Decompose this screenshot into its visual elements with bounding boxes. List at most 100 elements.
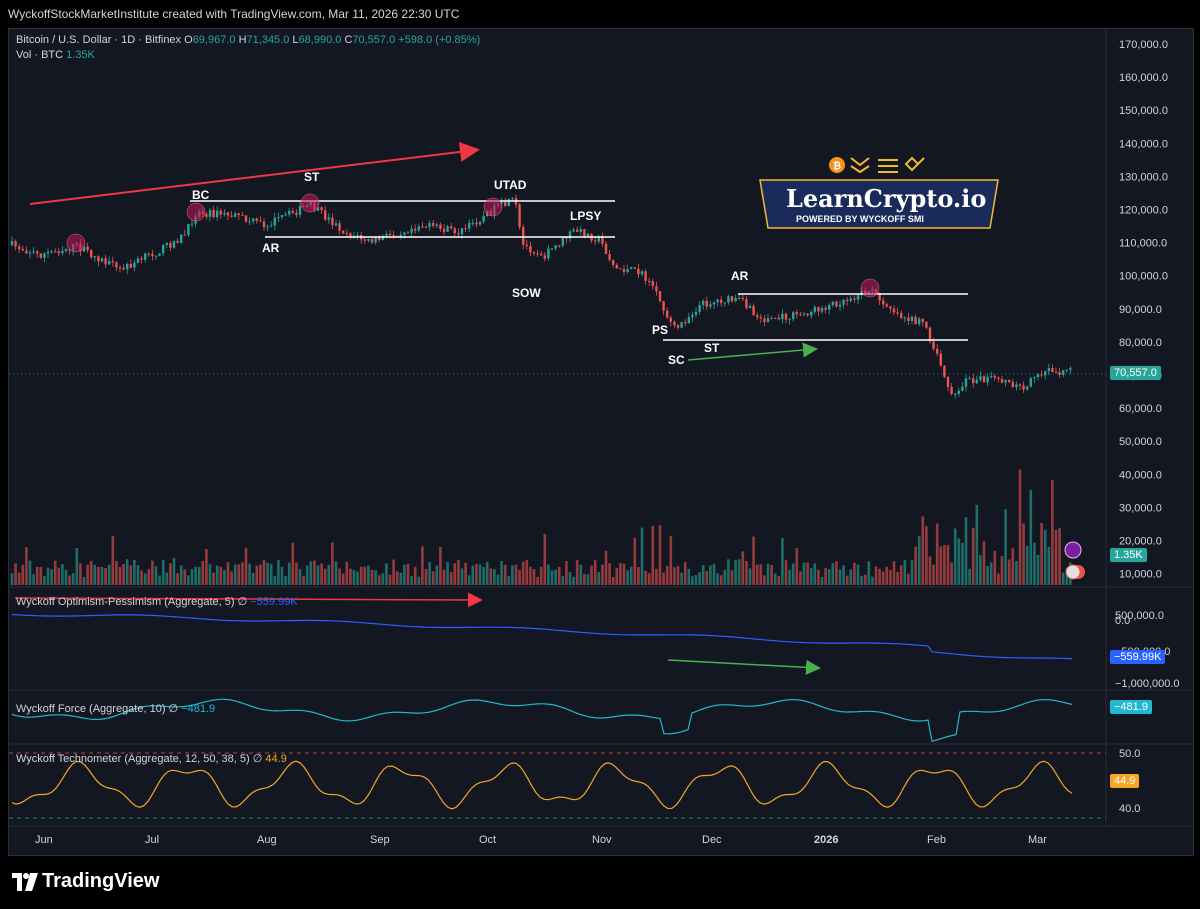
candle-body bbox=[1040, 374, 1043, 376]
volume-bar bbox=[118, 566, 122, 585]
candle-body bbox=[457, 233, 460, 235]
change-value: +598.0 (+0.85%) bbox=[398, 34, 481, 46]
label-bc: BC bbox=[192, 188, 210, 202]
volume-bar bbox=[691, 576, 694, 585]
candle-body bbox=[471, 222, 474, 224]
candle-body bbox=[28, 252, 32, 254]
candle-body bbox=[594, 240, 597, 242]
volume-bar bbox=[172, 557, 176, 585]
price-axis-label: 10,000.0 bbox=[1119, 569, 1162, 581]
volume-bar bbox=[356, 571, 359, 585]
candle-body bbox=[903, 317, 906, 319]
volume-bar bbox=[28, 560, 32, 585]
force-value: −481.9 bbox=[181, 703, 216, 715]
candle-body bbox=[997, 377, 1000, 379]
techno-axis-label: 50.0 bbox=[1119, 748, 1140, 760]
candle-body bbox=[349, 233, 352, 237]
volume-bar bbox=[907, 573, 910, 585]
volume-bar bbox=[817, 569, 820, 585]
candle-body bbox=[658, 291, 662, 302]
candle-body bbox=[244, 215, 248, 222]
volume-bar bbox=[471, 565, 475, 585]
candle-body bbox=[817, 307, 820, 312]
volume-bar bbox=[482, 567, 485, 585]
volume-bar bbox=[1036, 554, 1040, 585]
volume-bar bbox=[658, 525, 662, 585]
candle-body bbox=[115, 262, 118, 268]
op-legend[interactable]: Wyckoff Optimism-Pessimism (Aggregate, 5… bbox=[16, 595, 298, 608]
symbol-legend[interactable]: Bitcoin / U.S. Dollar · 1D · Bitfinex O6… bbox=[16, 34, 480, 46]
volume-bar bbox=[748, 568, 752, 585]
candle-body bbox=[648, 280, 651, 282]
volume-bar bbox=[338, 568, 341, 585]
volume-bar bbox=[43, 576, 46, 585]
candle-body bbox=[374, 237, 377, 243]
volume-bar bbox=[741, 551, 745, 585]
volume-bar bbox=[637, 567, 640, 585]
candle-body bbox=[90, 250, 93, 258]
volume-bar bbox=[442, 569, 446, 585]
volume-bar bbox=[35, 566, 39, 585]
candle-body bbox=[1051, 367, 1054, 372]
volume-bar bbox=[1007, 559, 1011, 585]
candle-body bbox=[846, 299, 849, 301]
candle-body bbox=[1054, 371, 1058, 373]
uptrend-arrow bbox=[29, 141, 480, 205]
volume-bar bbox=[925, 526, 928, 585]
time-axis-label: Jul bbox=[145, 834, 159, 846]
candle-body bbox=[324, 210, 327, 220]
volume-bar bbox=[453, 563, 457, 585]
candle-body bbox=[831, 301, 834, 305]
volume-bar bbox=[860, 575, 863, 585]
candle-body bbox=[342, 230, 345, 234]
candle-body bbox=[810, 311, 813, 316]
volume-bar bbox=[363, 566, 367, 585]
optimism-pessimism-line bbox=[11, 614, 1073, 660]
label-ar-2: AR bbox=[731, 269, 749, 283]
volume-bar bbox=[709, 565, 712, 585]
volume-bar bbox=[777, 576, 781, 585]
volume-bar bbox=[982, 541, 986, 585]
volume-bar bbox=[388, 574, 392, 585]
volume-bar bbox=[197, 566, 201, 585]
volume-bar bbox=[1011, 548, 1015, 585]
candle-body bbox=[57, 251, 60, 254]
candle-body bbox=[298, 205, 302, 215]
volume-bar bbox=[964, 517, 968, 585]
techno-tag: 44.9 bbox=[1110, 774, 1140, 788]
volume-legend[interactable]: Vol · BTC 1.35K bbox=[16, 49, 95, 61]
volume-bar bbox=[413, 566, 417, 585]
candle-body bbox=[478, 221, 482, 225]
volume-bar bbox=[597, 572, 601, 585]
volume-bar bbox=[813, 563, 817, 585]
volume-bar bbox=[986, 566, 989, 585]
volume-bar bbox=[313, 560, 316, 585]
candle-body bbox=[943, 365, 946, 377]
candle-body bbox=[835, 301, 838, 307]
candle-body bbox=[133, 262, 136, 268]
candle-body bbox=[993, 375, 996, 378]
candle-body bbox=[802, 313, 806, 315]
volume-bar bbox=[223, 569, 226, 585]
candle-body bbox=[730, 296, 734, 302]
volume-bar bbox=[233, 564, 237, 585]
candle-body bbox=[428, 223, 431, 228]
volume-bar bbox=[989, 562, 993, 585]
volume-bar bbox=[878, 568, 881, 585]
volume-bar bbox=[521, 561, 525, 585]
techno-legend[interactable]: Wyckoff Technometer (Aggregate, 12, 50, … bbox=[16, 752, 287, 765]
force-legend[interactable]: Wyckoff Force (Aggregate, 10) ∅ −481.9 bbox=[16, 702, 215, 715]
volume-bar bbox=[179, 565, 183, 585]
candle-body bbox=[662, 301, 665, 311]
volume-bar bbox=[601, 564, 604, 585]
volume-bar bbox=[615, 568, 619, 585]
op-axis-label: −1,000,000.0 bbox=[1115, 678, 1180, 690]
solana-icon bbox=[878, 159, 898, 173]
op-label: Wyckoff Optimism-Pessimism (Aggregate, 5… bbox=[16, 596, 235, 608]
pane-separators bbox=[9, 29, 1193, 827]
candle-body bbox=[950, 386, 953, 395]
volume-bar bbox=[849, 569, 853, 585]
candle-body bbox=[921, 318, 924, 322]
candle-body bbox=[392, 235, 395, 237]
